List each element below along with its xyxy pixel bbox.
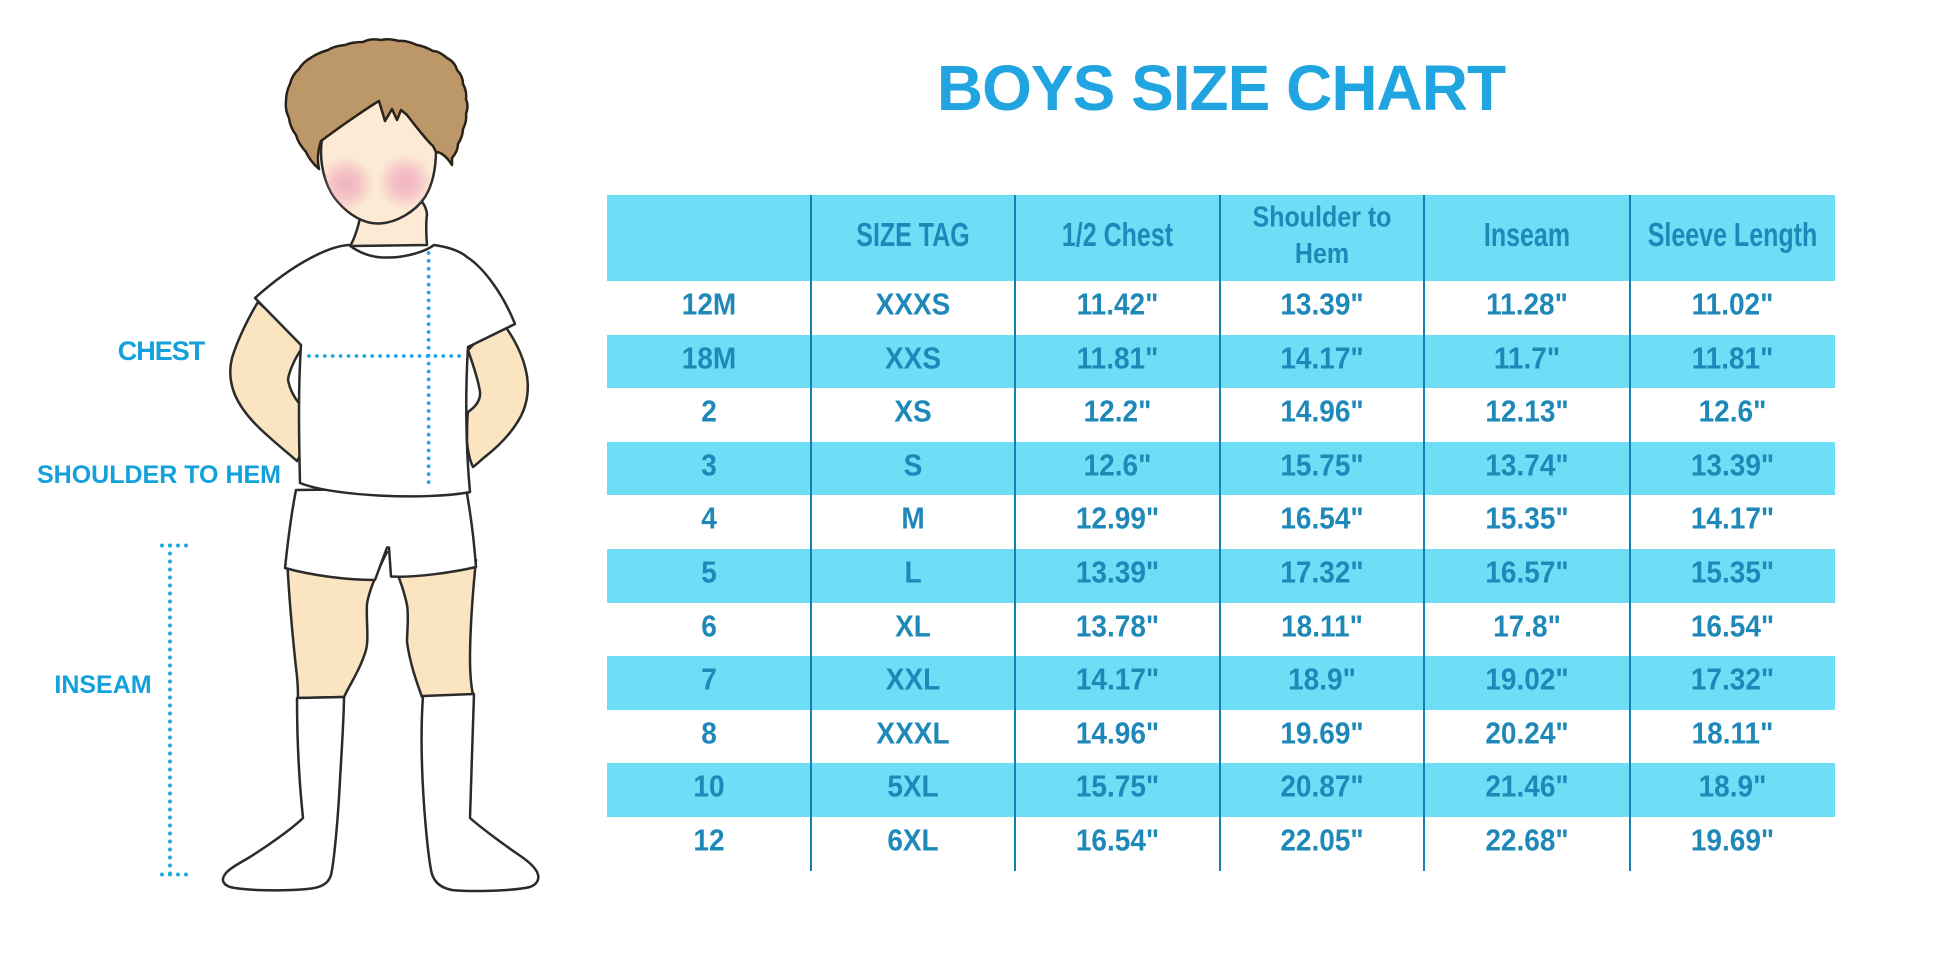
svg-text:SHOULDER TO HEM: SHOULDER TO HEM [37,461,281,489]
svg-text:INSEAM: INSEAM [54,671,151,699]
svg-text:CHEST: CHEST [118,336,206,366]
